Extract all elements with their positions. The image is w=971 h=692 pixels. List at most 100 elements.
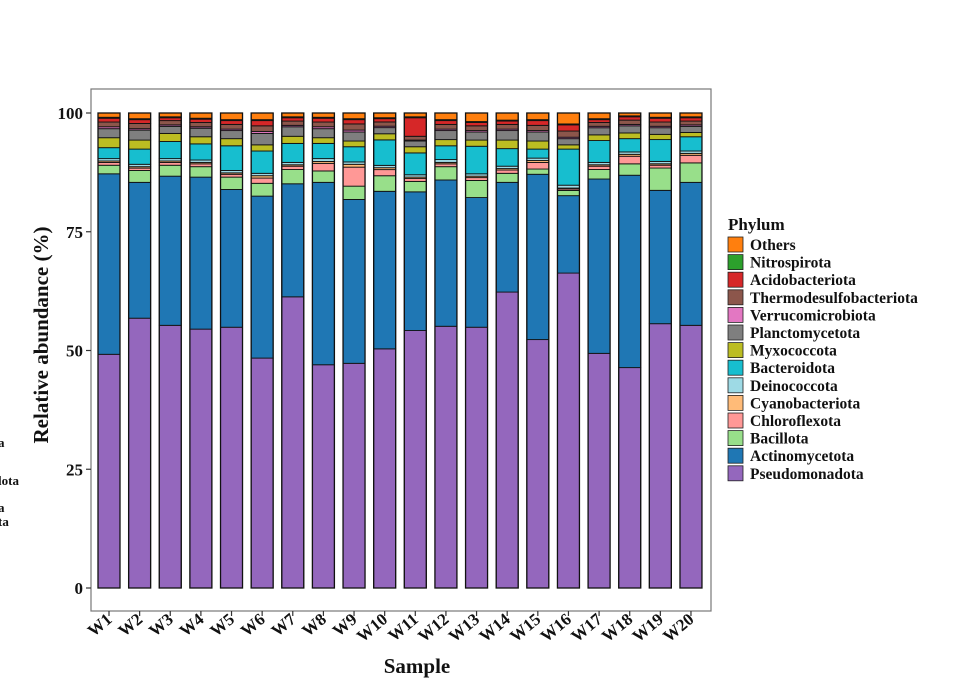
bar-segment <box>250 144 274 152</box>
bar-outline <box>618 112 642 589</box>
bar-segment <box>557 138 580 146</box>
bar-segment <box>373 175 397 192</box>
bar-segment <box>250 112 274 121</box>
legend-key <box>727 430 744 447</box>
legend-label: Myxococcota <box>750 343 837 360</box>
bar-segment <box>403 146 427 154</box>
bar-segment <box>526 112 550 121</box>
bar-outline <box>342 112 366 589</box>
bar-segment <box>618 119 642 125</box>
bar-segment <box>434 325 458 589</box>
bar-segment <box>342 131 366 142</box>
legend-label: Pseudomonadota <box>750 466 864 483</box>
bar-outline <box>495 112 519 589</box>
bar-segment <box>679 324 703 589</box>
bar-segment <box>128 170 152 183</box>
bar-segment <box>250 195 274 359</box>
x-tick-label: W20 <box>659 610 697 646</box>
bar-segment <box>587 127 611 136</box>
bar-segment <box>311 128 335 139</box>
bar-segment <box>281 120 305 126</box>
x-tick-label: W12 <box>414 610 452 646</box>
y-axis: 0 25 50 75 100 <box>58 104 91 598</box>
y-tick-label: 50 <box>66 342 83 361</box>
x-tick-label: W5 <box>206 610 238 641</box>
bar-segment <box>434 120 458 125</box>
bar-segment <box>128 112 152 120</box>
legend-label: Deinococcota <box>750 378 838 395</box>
bar-segment <box>495 291 519 589</box>
bar-segment <box>250 132 274 146</box>
bar-segment <box>158 120 182 126</box>
y-tick-label: 100 <box>58 104 84 123</box>
edge-fragment: ta <box>0 514 9 529</box>
bar-segment <box>342 198 366 364</box>
edge-fragment: lota <box>0 473 19 488</box>
bar-segment <box>373 348 397 589</box>
bar-segment <box>373 127 397 135</box>
bar-segment <box>495 148 519 167</box>
edge-fragment: a <box>0 435 5 450</box>
bar-segment <box>648 323 672 589</box>
bar-segment <box>434 123 458 130</box>
legend-label: Cyanobacteriota <box>750 395 860 412</box>
bar-outline <box>679 112 703 589</box>
x-tick-label: W6 <box>237 610 269 641</box>
bar-segment <box>526 168 550 175</box>
y-tick-label: 25 <box>66 460 83 479</box>
bar-segment <box>526 131 550 142</box>
bar-segment <box>557 148 580 186</box>
x-tick-label: W18 <box>598 610 636 646</box>
bar-segment <box>495 112 519 121</box>
bar-segment <box>618 116 642 121</box>
legend-key <box>727 377 744 394</box>
bar-segment <box>557 112 580 125</box>
bar-outline <box>587 112 611 589</box>
bar-segment <box>403 117 427 137</box>
bar-segment <box>679 136 703 152</box>
bar-segment <box>403 152 427 176</box>
bar-segment <box>189 122 213 128</box>
bar-segment <box>189 143 213 161</box>
bar-segment <box>434 112 458 121</box>
bar-segment <box>373 139 397 166</box>
bar-segment <box>189 127 213 138</box>
legend-key <box>727 359 744 376</box>
legend-label: Bacteroidota <box>750 360 835 377</box>
bar-segment <box>495 169 519 174</box>
bar-segment <box>311 170 335 183</box>
bar-segment <box>465 326 489 589</box>
bar-segment <box>403 135 427 141</box>
bar-outline <box>403 112 427 589</box>
bar-segment <box>526 173 550 341</box>
bar-segment <box>618 132 642 140</box>
legend: Phylum OthersNitrospirotaAcidobacteriota… <box>727 215 918 483</box>
x-axis-title: Sample <box>384 654 451 678</box>
legend-key <box>727 271 744 288</box>
legend-label: Thermodesulfobacteriota <box>750 290 918 307</box>
legend-label: Chloroflexota <box>750 413 841 430</box>
bar-segment <box>465 122 489 127</box>
bar-segment <box>373 118 397 123</box>
bar-segment <box>403 191 427 332</box>
legend-key <box>727 412 744 429</box>
x-tick-label: W19 <box>629 610 667 646</box>
bar-segment <box>648 167 672 191</box>
bar-segment <box>526 120 550 126</box>
bar-outline <box>434 112 458 589</box>
bar-segment <box>158 132 182 142</box>
bar-segment <box>281 296 305 589</box>
bar-segment <box>465 197 489 328</box>
bar-segment <box>679 154 703 164</box>
bar-segment <box>557 130 580 138</box>
bar-outline <box>556 112 581 589</box>
bar-segment <box>311 364 335 589</box>
bar-segment <box>618 138 642 153</box>
bar-segment <box>220 130 243 140</box>
bar-segment <box>403 180 427 193</box>
x-tick-label: W7 <box>268 609 300 640</box>
bar-segment <box>434 166 458 181</box>
bar-segment <box>311 181 335 366</box>
bar-segment <box>373 190 397 350</box>
